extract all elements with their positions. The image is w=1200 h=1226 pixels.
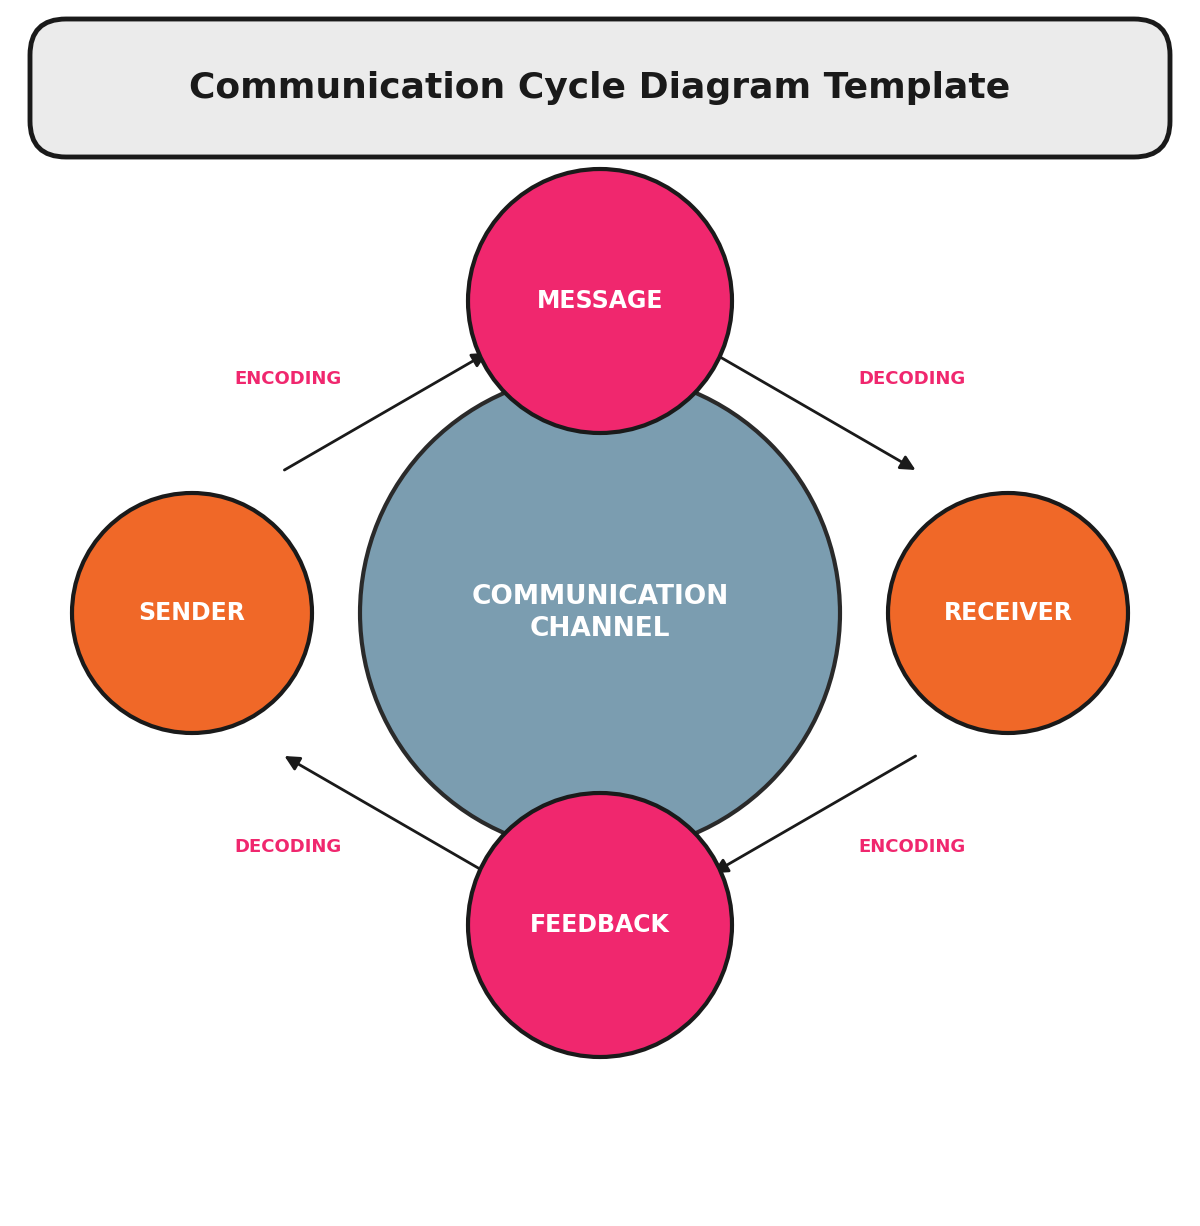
Text: ENCODING: ENCODING: [858, 839, 965, 856]
Text: DECODING: DECODING: [235, 839, 342, 856]
Circle shape: [468, 169, 732, 433]
FancyBboxPatch shape: [30, 18, 1170, 157]
Text: ENCODING: ENCODING: [235, 370, 342, 387]
Text: RECEIVER: RECEIVER: [943, 601, 1073, 625]
Circle shape: [72, 493, 312, 733]
Text: DECODING: DECODING: [858, 370, 965, 387]
Circle shape: [468, 793, 732, 1057]
Text: MESSAGE: MESSAGE: [536, 289, 664, 313]
Circle shape: [360, 373, 840, 853]
Circle shape: [888, 493, 1128, 733]
Text: SENDER: SENDER: [138, 601, 246, 625]
Text: Communication Cycle Diagram Template: Communication Cycle Diagram Template: [190, 71, 1010, 105]
Text: COMMUNICATION
CHANNEL: COMMUNICATION CHANNEL: [472, 584, 728, 642]
Text: FEEDBACK: FEEDBACK: [530, 913, 670, 937]
